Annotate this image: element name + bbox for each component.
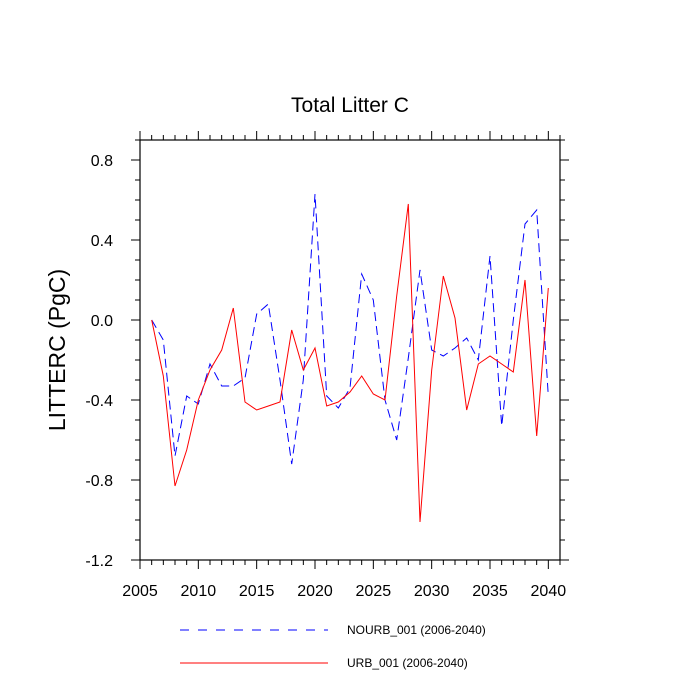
plot-axes: [139, 139, 561, 561]
series-line-2: [151, 203, 549, 523]
y-tick-label: 0.0: [91, 313, 113, 330]
series-lines: [151, 193, 549, 523]
x-tick-label: 2020: [297, 583, 333, 600]
x-tick-label: 2030: [414, 583, 450, 600]
y-tick-label: 0.4: [91, 233, 113, 250]
y-axis-label: LITTERC (PgC): [44, 269, 70, 431]
y-tick-label: -0.8: [85, 473, 113, 490]
plot-frame: [139, 139, 561, 561]
chart-legend: NOURB_001 (2006-2040) URB_001 (2006-2040): [180, 623, 486, 670]
x-tick-label: 2025: [356, 583, 392, 600]
series-line-1: [151, 193, 549, 465]
x-tick-label: 2015: [239, 583, 275, 600]
x-tick-label: 2005: [122, 583, 158, 600]
y-tick-label: -1.2: [85, 553, 113, 570]
legend-label-1: NOURB_001 (2006-2040): [347, 623, 486, 637]
y-tick-label: -0.4: [85, 393, 113, 410]
x-tick-label: 2040: [531, 583, 567, 600]
x-tick-label: 2035: [472, 583, 508, 600]
chart-title: Total Litter C: [291, 94, 409, 117]
x-tick-label: 2010: [181, 583, 217, 600]
axis-ticks: 2005 2010 2015 2020 2025 2030 2035 2040 -1.2 -0.8…: [85, 131, 569, 600]
y-tick-label: 0.8: [91, 153, 113, 170]
legend-label-2: URB_001 (2006-2040): [347, 656, 468, 670]
